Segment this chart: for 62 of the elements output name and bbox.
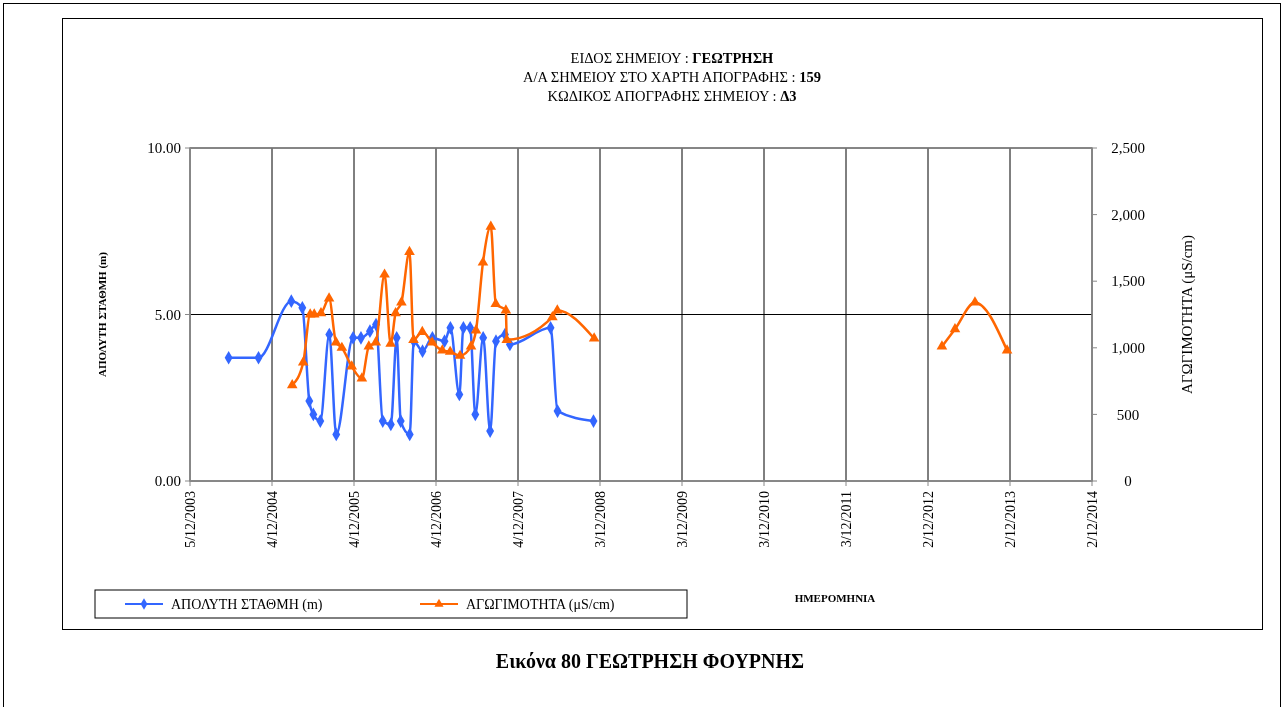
x-tick-label: 4/12/2006	[428, 491, 444, 548]
point	[485, 220, 497, 230]
point	[1001, 344, 1013, 354]
y-tick-label: 0.00	[154, 473, 181, 490]
legend-label: ΑΠΟΛΥΤΗ ΣΤΑΘΜΗ (m)	[171, 596, 323, 613]
y2-tick-label: 1,500	[1111, 273, 1145, 290]
point	[949, 323, 961, 333]
point	[297, 356, 309, 366]
y2-tick-label: 1,000	[1111, 340, 1145, 357]
point	[396, 296, 407, 306]
x-tick-label: 2/12/2014	[1084, 491, 1100, 548]
y2-tick-label: 500	[1116, 406, 1140, 423]
x-tick-label: 3/12/2008	[592, 491, 608, 548]
point	[370, 336, 382, 346]
legend-label: ΑΓΩΓΙΜΟΤΗΤΑ (μS/cm)	[466, 596, 615, 613]
y-tick-label: 5.00	[154, 306, 181, 323]
x-tick-label: 2/12/2012	[920, 491, 936, 548]
x-tick-label: 4/12/2007	[510, 491, 526, 548]
x-tick-label: 3/12/2011	[838, 491, 854, 548]
point	[336, 341, 348, 351]
x-tick-label: 5/12/2003	[182, 491, 198, 548]
point	[588, 332, 600, 342]
point	[500, 304, 512, 314]
y-axis-title: ΑΠΟΛΥΤΗ ΣΤΑΘΜΗ (m)	[96, 251, 109, 377]
x-tick-label: 2/12/2013	[1002, 491, 1018, 548]
text: Εικόνα 80 ΓΕΩΤΡΗΣΗ ΦΟΥΡΝΗΣ	[495, 650, 805, 672]
point	[426, 336, 438, 346]
point	[323, 292, 335, 302]
point	[404, 245, 415, 255]
point	[436, 344, 448, 354]
point	[470, 324, 482, 334]
point	[416, 325, 428, 335]
point	[286, 378, 298, 389]
x-tick-label: 3/12/2009	[674, 491, 690, 548]
point	[465, 340, 477, 350]
y-tick-label: 10.00	[147, 140, 181, 157]
point	[363, 340, 375, 350]
point	[454, 349, 466, 359]
point	[501, 333, 513, 343]
y2-tick-label: 0	[1124, 473, 1132, 490]
point	[477, 256, 489, 266]
point	[346, 360, 358, 370]
point	[330, 336, 342, 346]
point	[444, 345, 456, 355]
chart-title: ΕΙΔΟΣ ΣΗΜΕΙΟΥ : ΓΕΩΤΡΗΣΗ Α/Α ΣΗΜΕΙΟΥ ΣΤΟ ΧΑΡΤΗ ΑΠΟΓΡΑΦΗΣ : 159 ΚΩΔΙΚΟΣ ΑΠΟΓΡΑΦΗΣ ΣΗΜΕΙΟΥ : Δ3	[523, 50, 821, 104]
point	[356, 372, 368, 382]
point	[379, 268, 390, 278]
point	[308, 308, 320, 318]
point	[969, 296, 981, 306]
y2-tick-label: 2,000	[1111, 206, 1145, 223]
x-tick-label: 4/12/2005	[346, 491, 362, 548]
point	[490, 297, 502, 307]
point	[936, 340, 948, 350]
point	[547, 311, 558, 321]
point	[552, 304, 563, 314]
y2-axis-title: ΑΓΩΓΙΜΟΤΗΤΑ (μS/cm)	[1179, 234, 1196, 395]
x-tick-label: 4/12/2004	[264, 491, 280, 548]
y2-tick-label: 2,500	[1111, 140, 1145, 157]
x-axis-title: ΗΜΕΡΟΜΗΝΙΑ	[794, 592, 876, 604]
point	[390, 307, 401, 317]
x-tick-label: 3/12/2010	[756, 491, 772, 548]
point	[408, 333, 419, 343]
